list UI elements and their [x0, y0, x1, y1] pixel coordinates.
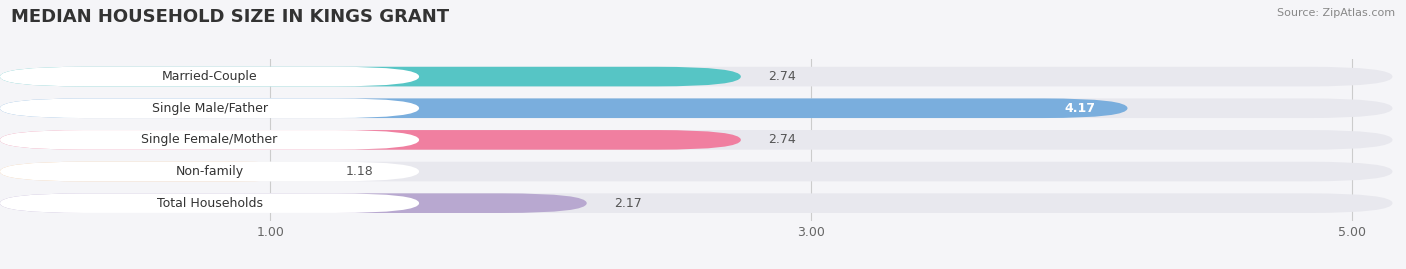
FancyBboxPatch shape — [0, 162, 1392, 181]
Text: 4.17: 4.17 — [1064, 102, 1095, 115]
Text: Source: ZipAtlas.com: Source: ZipAtlas.com — [1277, 8, 1395, 18]
FancyBboxPatch shape — [0, 67, 741, 86]
FancyBboxPatch shape — [0, 98, 419, 118]
Text: 2.17: 2.17 — [614, 197, 641, 210]
FancyBboxPatch shape — [0, 98, 1392, 118]
Text: MEDIAN HOUSEHOLD SIZE IN KINGS GRANT: MEDIAN HOUSEHOLD SIZE IN KINGS GRANT — [11, 8, 450, 26]
Text: Single Female/Mother: Single Female/Mother — [142, 133, 277, 146]
Text: 2.74: 2.74 — [768, 133, 796, 146]
FancyBboxPatch shape — [0, 162, 319, 181]
FancyBboxPatch shape — [0, 130, 1392, 150]
Text: Married-Couple: Married-Couple — [162, 70, 257, 83]
Text: Non-family: Non-family — [176, 165, 243, 178]
FancyBboxPatch shape — [0, 130, 741, 150]
FancyBboxPatch shape — [0, 98, 1128, 118]
FancyBboxPatch shape — [0, 193, 586, 213]
FancyBboxPatch shape — [0, 193, 1392, 213]
Text: 2.74: 2.74 — [768, 70, 796, 83]
FancyBboxPatch shape — [0, 67, 1392, 86]
Text: 1.18: 1.18 — [346, 165, 374, 178]
Text: Single Male/Father: Single Male/Father — [152, 102, 267, 115]
FancyBboxPatch shape — [0, 130, 419, 150]
FancyBboxPatch shape — [0, 162, 419, 181]
FancyBboxPatch shape — [0, 67, 419, 86]
FancyBboxPatch shape — [0, 193, 419, 213]
Text: Total Households: Total Households — [156, 197, 263, 210]
